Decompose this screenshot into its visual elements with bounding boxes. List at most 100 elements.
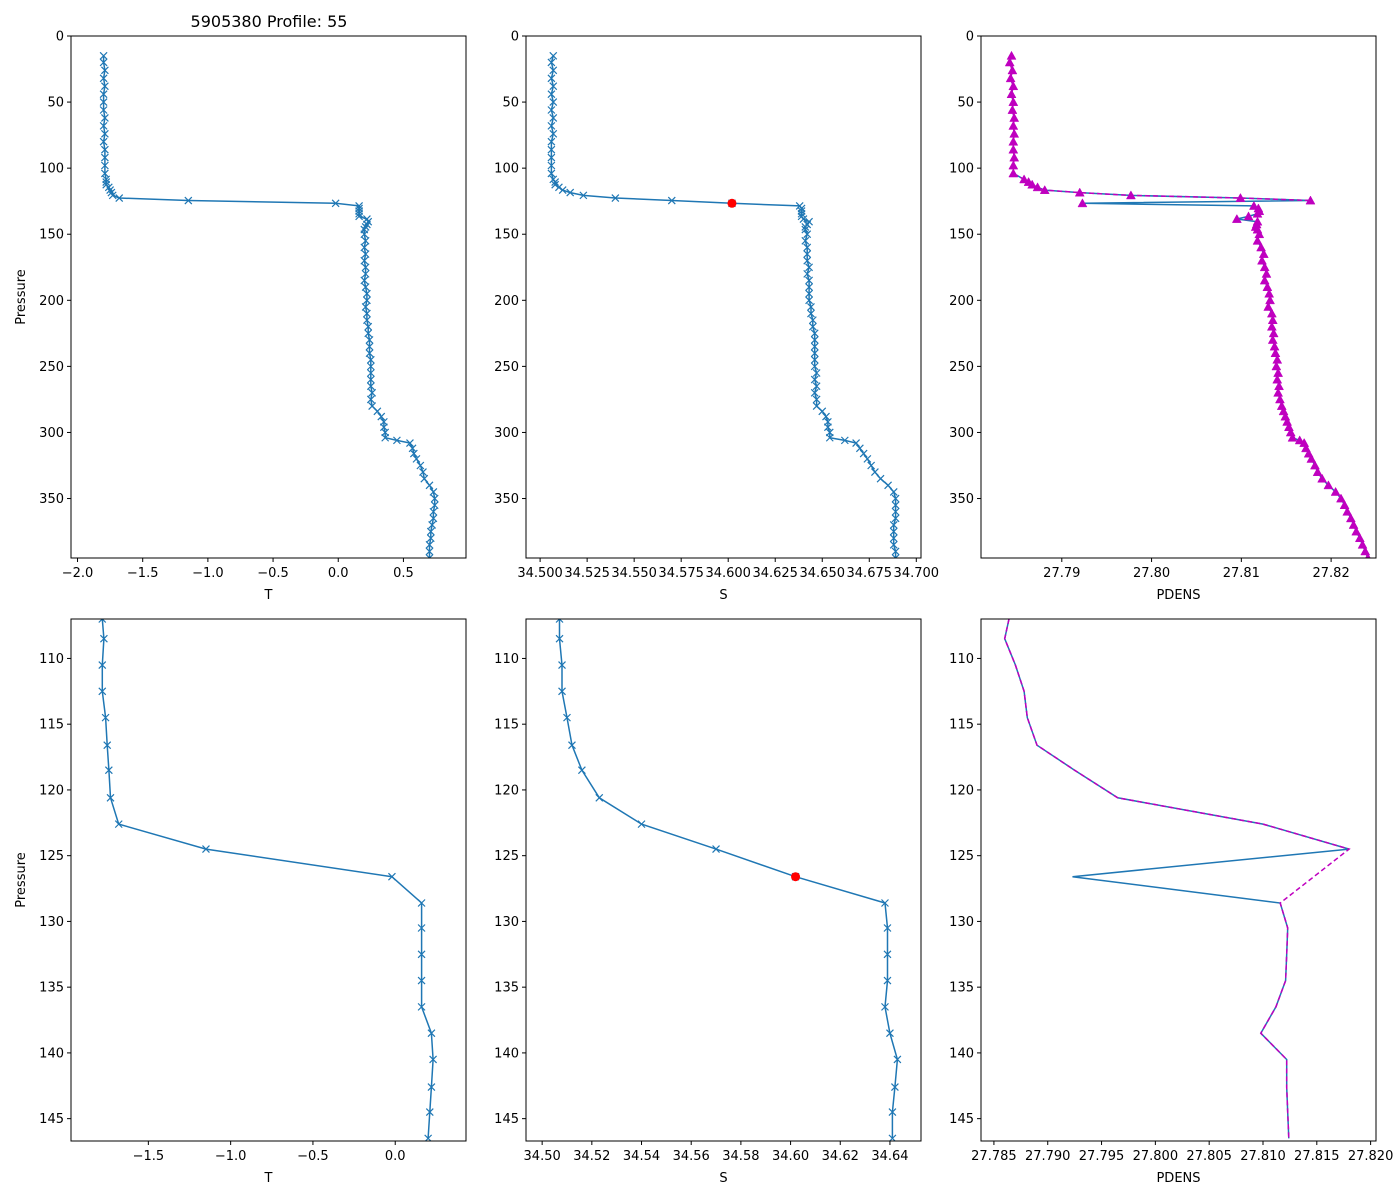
x-tick-label: 34.525: [564, 566, 610, 581]
x-tick-label: 27.815: [1294, 1149, 1340, 1164]
plot-frame: [980, 618, 1377, 1142]
data-point: [797, 209, 806, 218]
data-point: [805, 296, 814, 305]
panel-bottom-salinity: 34.50 34.52 34.54 34.56 34.58 34.60 34.62 34.64…: [494, 618, 922, 1186]
series-line-pdens-adjusted: [1003, 619, 1351, 1139]
data-point: [611, 194, 620, 202]
panel-top-salinity: 34.500 34.525 34.550 34.575 34.600 34.625 34.6…: [494, 30, 939, 604]
data-point: [554, 183, 563, 192]
data-point: [595, 793, 604, 802]
data-point: [886, 1029, 894, 1038]
data-point: [801, 225, 810, 234]
y-tick-label: 0: [56, 30, 64, 45]
y-tick-label: 115: [39, 718, 64, 733]
data-point: [1275, 394, 1285, 404]
data-point: [392, 436, 401, 445]
data-point: [428, 521, 437, 529]
x-tick-label: 0.0: [328, 566, 349, 581]
data-point: [104, 766, 113, 775]
data-point: [108, 191, 117, 200]
data-point: [667, 196, 676, 205]
y-tick-label: 50: [47, 96, 64, 111]
x-tick-label: 34.50: [524, 1149, 561, 1164]
y-tick-label: 140: [494, 1046, 519, 1061]
data-point: [99, 51, 108, 60]
x-tick-label: 27.800: [1133, 1149, 1179, 1164]
data-point: [114, 820, 123, 829]
x-tick-label: 34.52: [573, 1149, 610, 1164]
data-point: [805, 289, 814, 298]
y-tick-label: 350: [494, 492, 519, 507]
data-point: [1006, 50, 1017, 60]
data-point: [547, 161, 556, 170]
y-tick-label: 200: [39, 294, 64, 309]
x-tick-label: −1.0: [192, 566, 224, 581]
data-point: [810, 342, 819, 351]
data-point: [368, 388, 377, 397]
data-point: [1006, 89, 1017, 98]
data-point: [417, 924, 426, 932]
plot-frame: [70, 35, 467, 559]
x-tick-label: 34.64: [871, 1149, 908, 1164]
data-point: [420, 474, 429, 483]
data-point: [106, 186, 115, 195]
panel-data: [555, 619, 902, 1141]
data-point: [100, 145, 109, 154]
data-point: [876, 474, 885, 483]
data-point: [891, 507, 900, 516]
data-point: [425, 547, 434, 556]
data-point: [417, 1002, 426, 1011]
y-tick-label: 150: [494, 228, 519, 243]
data-point: [807, 302, 815, 311]
data-point: [889, 521, 898, 529]
y-axis-label: Pressure: [14, 852, 29, 908]
y-tick-label: 115: [949, 718, 974, 733]
data-point: [101, 713, 110, 722]
x-tick-label: 34.60: [772, 1149, 809, 1164]
data-point: [805, 263, 814, 272]
y-tick-label: 135: [494, 981, 519, 996]
data-point: [100, 114, 109, 122]
plot-frame: [70, 618, 467, 1142]
data-point: [547, 58, 556, 67]
data-point: [1265, 295, 1275, 305]
data-point: [870, 468, 879, 477]
data-point: [547, 153, 556, 162]
data-point: [361, 236, 370, 245]
y-tick-label: 300: [949, 426, 974, 441]
panel-data: [99, 51, 439, 558]
x-tick-label: −2.0: [62, 566, 94, 581]
data-point: [855, 444, 864, 453]
y-tick-label: 100: [39, 162, 64, 177]
y-tick-label: 100: [494, 162, 519, 177]
data-point: [360, 256, 369, 265]
data-point: [429, 507, 438, 516]
panel-top-temperature: −2.0 −1.5 −1.0 −0.5 0.0 0.5 0 50 100 150 200 250 300…: [14, 30, 467, 603]
data-point: [425, 540, 434, 549]
data-point: [563, 713, 571, 722]
data-point: [547, 74, 556, 83]
data-point: [547, 106, 556, 114]
x-tick-label: 34.54: [623, 1149, 660, 1164]
data-point: [1287, 432, 1298, 442]
panel-data: [547, 51, 900, 558]
data-point: [366, 395, 375, 404]
data-point: [355, 209, 364, 218]
x-tick-label: −1.5: [127, 566, 159, 581]
data-point: [549, 114, 558, 122]
y-tick-label: 120: [949, 783, 974, 798]
y-tick-label: 350: [39, 492, 64, 507]
data-point: [1306, 453, 1317, 463]
data-point: [99, 121, 108, 130]
data-point: [100, 153, 109, 162]
data-point: [417, 976, 426, 985]
data-point: [1252, 235, 1263, 245]
data-point: [429, 514, 438, 523]
y-tick-label: 150: [949, 228, 974, 243]
data-point: [812, 395, 821, 404]
data-point: [361, 269, 370, 278]
data-point: [893, 1055, 902, 1064]
data-point: [822, 412, 830, 421]
data-point: [373, 407, 382, 416]
data-point: [362, 296, 371, 305]
